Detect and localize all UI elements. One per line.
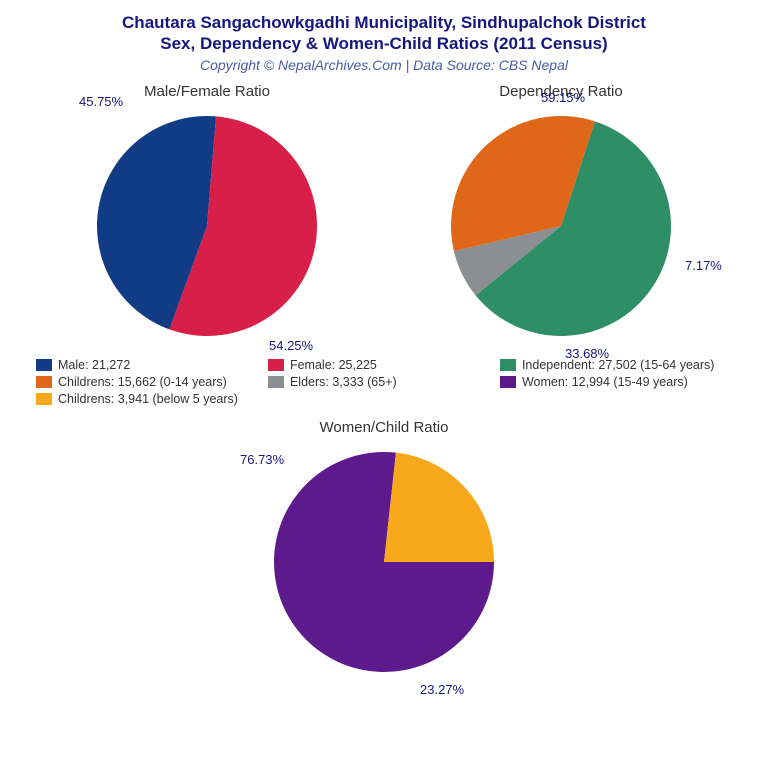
- pie-dependency: 59.15%7.17%33.68%: [441, 106, 681, 346]
- pie-male-female: 45.75%54.25%: [87, 106, 327, 346]
- legend-item: Elders: 3,333 (65+): [268, 375, 500, 389]
- legend-text: Male: 21,272: [58, 358, 130, 372]
- legend-item: Independent: 27,502 (15-64 years): [500, 358, 732, 372]
- legend-text: Childrens: 3,941 (below 5 years): [58, 392, 238, 406]
- legend-text: Female: 25,225: [290, 358, 377, 372]
- legend-text: Elders: 3,333 (65+): [290, 375, 397, 389]
- subtitle: Copyright © NepalArchives.Com | Data Sou…: [0, 57, 768, 73]
- legend: Male: 21,272 Female: 25,225 Independent: 2…: [0, 346, 768, 409]
- top-charts-row: Male/Female Ratio 45.75%54.25% Dependenc…: [0, 83, 768, 346]
- legend-item: Women: 12,994 (15-49 years): [500, 375, 732, 389]
- pct-label: 23.27%: [420, 682, 464, 697]
- legend-swatch: [268, 376, 284, 388]
- chart-title-3: Women/Child Ratio: [214, 419, 554, 436]
- title-line-2: Sex, Dependency & Women-Child Ratios (20…: [160, 34, 607, 53]
- legend-text: Women: 12,994 (15-49 years): [522, 375, 688, 389]
- legend-text: Childrens: 15,662 (0-14 years): [58, 375, 227, 389]
- pct-label: 33.68%: [565, 346, 609, 361]
- pie-slice: [384, 452, 494, 561]
- legend-swatch: [500, 376, 516, 388]
- title-line-1: Chautara Sangachowkgadhi Municipality, S…: [122, 13, 646, 32]
- pct-label: 7.17%: [685, 258, 722, 273]
- page-title: Chautara Sangachowkgadhi Municipality, S…: [0, 0, 768, 55]
- legend-text: Independent: 27,502 (15-64 years): [522, 358, 715, 372]
- legend-item: Female: 25,225: [268, 358, 500, 372]
- pct-label: 54.25%: [269, 338, 313, 353]
- legend-item: Male: 21,272: [36, 358, 268, 372]
- pie-women-child: 76.73%23.27%: [264, 442, 504, 682]
- chart-male-female: Male/Female Ratio 45.75%54.25%: [37, 83, 377, 346]
- pct-label: 45.75%: [79, 94, 123, 109]
- chart-women-child: Women/Child Ratio 76.73%23.27%: [214, 419, 554, 682]
- pct-label: 59.15%: [541, 90, 585, 105]
- legend-item: Childrens: 15,662 (0-14 years): [36, 375, 268, 389]
- legend-swatch: [36, 376, 52, 388]
- chart-dependency: Dependency Ratio 59.15%7.17%33.68%: [391, 83, 731, 346]
- legend-item: Childrens: 3,941 (below 5 years): [36, 392, 268, 406]
- legend-swatch: [36, 393, 52, 405]
- legend-swatch: [268, 359, 284, 371]
- pct-label: 76.73%: [240, 452, 284, 467]
- legend-swatch: [500, 359, 516, 371]
- legend-swatch: [36, 359, 52, 371]
